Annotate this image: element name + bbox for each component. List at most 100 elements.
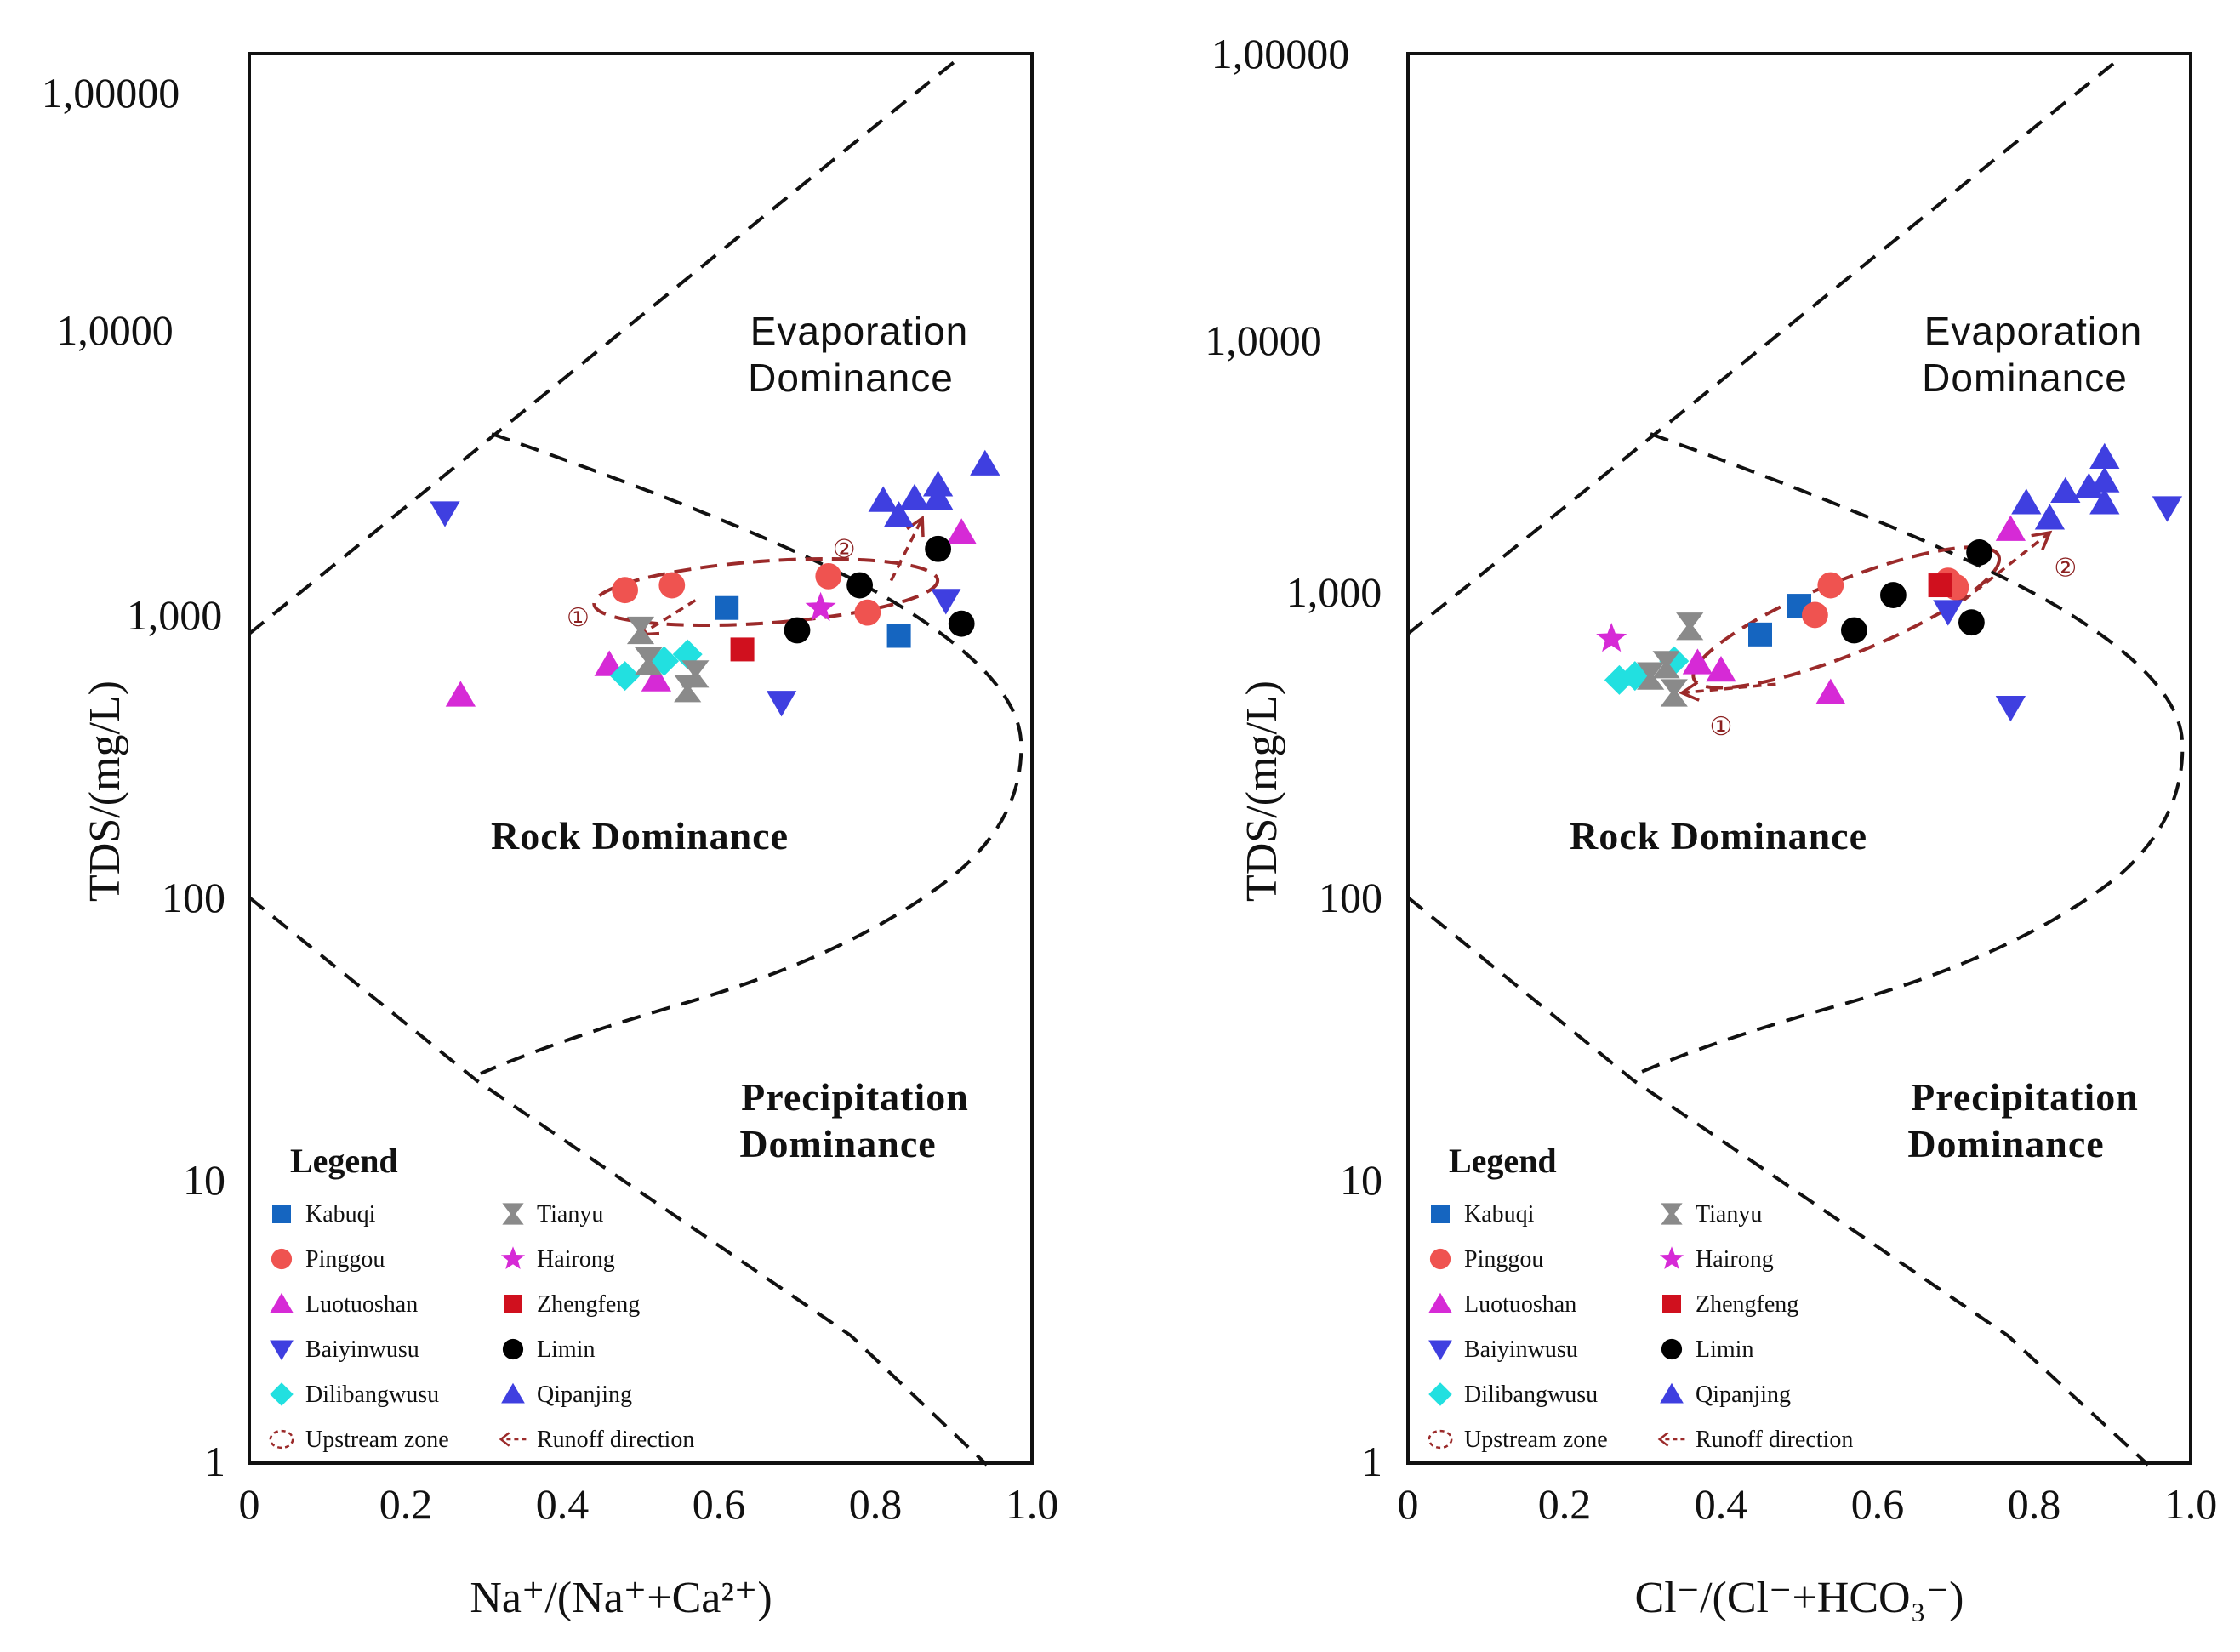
region-evaporation-left: Evaporation xyxy=(750,309,969,353)
upstream-zone-ellipse xyxy=(1691,545,2002,690)
region-evaporation-left: Dominance xyxy=(748,356,954,400)
legend-item: Luotuoshan xyxy=(270,1291,418,1318)
legend-item: Kabuqi xyxy=(272,1201,376,1228)
y-tick-label: 100 xyxy=(162,874,225,921)
data-point-baiyinwusu xyxy=(1933,600,1964,626)
chart-right: 0 0.2 0.4 0.6 0.8 1.0 1 10 100 1,000 1,0… xyxy=(1205,30,2217,1622)
legend-swatch xyxy=(269,1429,294,1450)
region-precipitation-right: Precipitation xyxy=(1911,1075,2139,1119)
data-point-qipanjing xyxy=(2089,466,2120,493)
data-point-kabuqi xyxy=(886,624,911,648)
legend-swatch xyxy=(1428,1340,1452,1361)
data-point-luotuoshan xyxy=(1706,656,1736,682)
y-tick-label: 100 xyxy=(1319,874,1382,921)
legend-label: Pinggou xyxy=(1464,1246,1543,1273)
legend-item: Hairong xyxy=(500,1246,615,1273)
data-point-qipanjing xyxy=(2050,476,2081,504)
x-tick-label: 0.6 xyxy=(693,1480,746,1528)
runoff-arrow xyxy=(1963,530,2053,602)
data-point-pinggou xyxy=(815,562,842,590)
data-point-zhengfeng xyxy=(730,637,755,662)
x-tick-label: 0 xyxy=(239,1480,260,1528)
data-point-qipanjing xyxy=(922,483,954,510)
data-point-qipanjing xyxy=(868,486,898,512)
runoff-label: ② xyxy=(2054,554,2077,582)
runoff-arrows-left xyxy=(637,515,925,636)
data-point-pinggou xyxy=(1817,572,1844,599)
legend-item: Baiyinwusu xyxy=(270,1336,419,1363)
x-tick-label: 1.0 xyxy=(2164,1480,2218,1528)
legend-swatch xyxy=(501,1382,525,1404)
data-point-tianyu xyxy=(1637,662,1665,690)
legend-label: Tianyu xyxy=(537,1201,603,1228)
data-point-limin xyxy=(1841,617,1867,644)
y-axis-title-left: TDS/(mg/L) xyxy=(81,681,129,902)
x-axis-title-right: Cl⁻/(Cl⁻+HCO₃⁻) xyxy=(1635,1574,1964,1622)
data-point-luotuoshan xyxy=(1815,678,1846,704)
legend-item: Upstream zone xyxy=(1428,1427,1608,1453)
data-point-zhengfeng xyxy=(1928,573,1952,598)
y-tick-label: 1,0000 xyxy=(56,306,174,354)
y-tick-label: 1 xyxy=(204,1438,225,1485)
data-point-tianyu xyxy=(1660,679,1688,707)
data-point-limin xyxy=(948,610,975,637)
legend-swatch xyxy=(1428,1292,1452,1313)
runoff-arrow xyxy=(889,515,925,582)
legend-item: Hairong xyxy=(1659,1246,1774,1273)
legend-item: Baiyinwusu xyxy=(1428,1336,1578,1363)
legend-label: Pinggou xyxy=(305,1246,385,1273)
data-point-qipanjing xyxy=(922,470,954,497)
legend-swatch xyxy=(1661,1203,1683,1225)
legend-label: Limin xyxy=(1696,1336,1753,1363)
data-point-tianyu xyxy=(681,660,710,688)
upstream-zone-ellipse xyxy=(592,556,940,628)
data-point-limin xyxy=(784,617,811,644)
legend-swatch xyxy=(1659,1246,1684,1269)
runoff-labels-left: ① ② xyxy=(567,535,856,632)
region-rock-right: Rock Dominance xyxy=(1570,814,1867,857)
legend-swatch xyxy=(270,1340,294,1361)
legend-item: Luotuoshan xyxy=(1428,1291,1576,1318)
y-ticks-left: 1 10 100 1,000 1,0000 1,00000 xyxy=(42,69,225,1485)
legend-label: Luotuoshan xyxy=(1464,1291,1576,1318)
data-point-tianyu xyxy=(1676,612,1704,641)
lower-boundary xyxy=(248,896,989,1467)
data-point-hairong xyxy=(1596,623,1627,652)
data-point-luotuoshan xyxy=(445,681,476,707)
runoff-arrows-right xyxy=(1679,530,2053,702)
x-tick-label: 1.0 xyxy=(1006,1480,1059,1528)
legend-label: Kabuqi xyxy=(305,1201,376,1228)
upstream-zone-left xyxy=(592,556,940,628)
legend-label: Runoff direction xyxy=(537,1427,694,1453)
y-axis-title-right: TDS/(mg/L) xyxy=(1238,681,1286,902)
data-point-limin xyxy=(1880,582,1907,608)
y-tick-label: 1,00000 xyxy=(42,69,180,117)
legend-label: Dilibangwusu xyxy=(1464,1381,1598,1408)
y-tick-label: 1,00000 xyxy=(1211,30,1350,77)
legend-item: Qipanjing xyxy=(1660,1381,1791,1408)
x-tick-label: 0.4 xyxy=(1695,1480,1748,1528)
legend-label: Upstream zone xyxy=(1464,1427,1608,1453)
data-point-pinggou xyxy=(854,599,881,626)
region-evaporation-right: Dominance xyxy=(1922,356,2128,400)
legend-item: Pinggou xyxy=(271,1246,385,1273)
x-tick-label: 0.8 xyxy=(849,1480,903,1528)
data-point-baiyinwusu xyxy=(766,691,797,717)
legend-item: Tianyu xyxy=(1661,1201,1762,1228)
legend-item: Kabuqi xyxy=(1431,1201,1535,1228)
legend-label: Qipanjing xyxy=(537,1381,632,1408)
data-point-qipanjing xyxy=(970,449,1000,476)
data-point-limin xyxy=(925,535,951,562)
legend-label: Qipanjing xyxy=(1696,1381,1791,1408)
data-point-hairong xyxy=(805,591,836,621)
y-ticks-right: 1 10 100 1,000 1,0000 1,00000 xyxy=(1205,30,1382,1485)
legend-label: Zhengfeng xyxy=(1696,1291,1798,1318)
data-points-left xyxy=(430,449,1000,717)
legend-item: Dilibangwusu xyxy=(1428,1381,1598,1408)
legend-item: Limin xyxy=(1661,1336,1753,1363)
legend-swatch xyxy=(502,1203,524,1225)
inner-boundary xyxy=(1637,432,2185,1075)
legend-item: Limin xyxy=(502,1336,595,1363)
data-point-dilibangwusu xyxy=(610,661,641,692)
